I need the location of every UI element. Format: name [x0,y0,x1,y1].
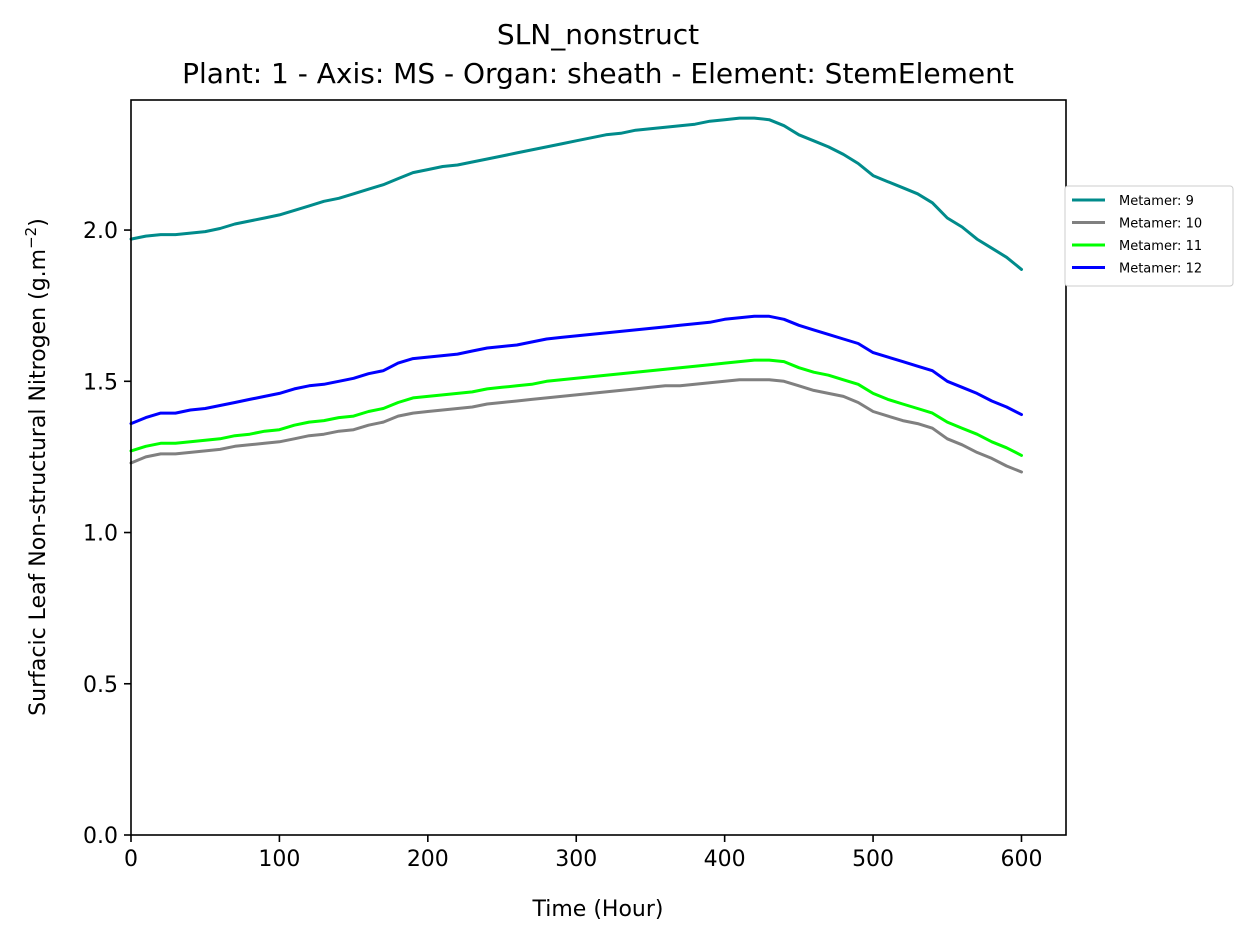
y-axis: 0.0 0.5 1.0 1.5 2.0 [83,219,131,849]
chart-subtitle: Plant: 1 - Axis: MS - Organ: sheath - El… [182,57,1014,90]
x-tick-label: 100 [258,847,300,872]
plot-area [129,116,1023,474]
y-tick-label: 0.0 [83,824,118,849]
legend-frame [1064,185,1234,287]
x-tick-label: 600 [1000,847,1042,872]
series-line-2 [129,378,1023,474]
x-tick-label: 0 [124,847,138,872]
y-tick-label: 1.5 [83,370,118,395]
chart-title: SLN_nonstruct [497,18,699,51]
series-line-3 [129,358,1023,457]
y-tick-label: 0.5 [83,673,118,698]
series-line-1 [129,116,1023,271]
y-axis-label: Surfacic Leaf Non-structural Nitrogen (g… [22,218,51,716]
y-axis-label-main: Surfacic Leaf Non-structural Nitrogen (g… [26,249,51,716]
y-tick-label: 2.0 [83,219,118,244]
y-axis-label-exponent: −2 [22,227,40,249]
series-line-4 [129,314,1023,426]
x-tick-label: 300 [555,847,597,872]
x-axis-label: Time (Hour) [532,897,664,922]
legend-label-2: Metamer: 10 [1119,217,1202,232]
plot-frame [130,99,1067,836]
x-axis: 0 100 200 300 400 500 600 [124,835,1042,872]
legend-label-3: Metamer: 11 [1119,239,1202,254]
legend-label-4: Metamer: 12 [1119,262,1202,277]
legend: Metamer: 9 Metamer: 10 Metamer: 11 Metamer:… [1064,185,1234,287]
x-tick-label: 500 [852,847,894,872]
y-axis-label-close: ) [26,218,51,227]
y-tick-label: 1.0 [83,522,118,547]
legend-label-1: Metamer: 9 [1119,194,1194,209]
x-tick-label: 400 [704,847,746,872]
x-tick-label: 200 [407,847,449,872]
